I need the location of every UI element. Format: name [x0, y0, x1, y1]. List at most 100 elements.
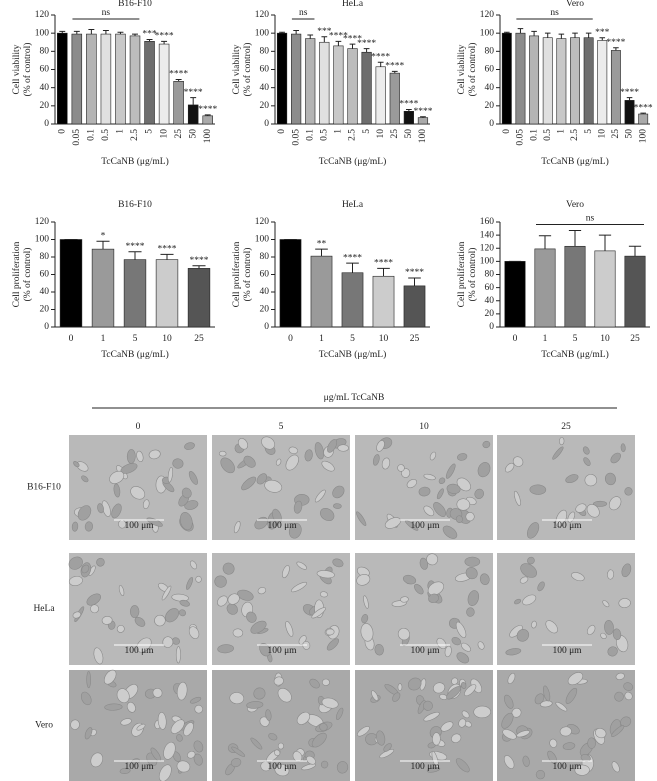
cell [309, 678, 320, 689]
cell [465, 567, 478, 580]
cell [582, 446, 590, 455]
y-tick-label: 60 [485, 283, 495, 293]
cell [604, 620, 614, 635]
error-bar [73, 30, 80, 35]
cell [460, 642, 471, 652]
cell [111, 503, 122, 519]
y-tick-label: 100 [35, 235, 50, 245]
cell [571, 572, 585, 582]
cell [392, 692, 401, 702]
error-bar [102, 29, 109, 35]
cell [101, 615, 113, 625]
y-tick-label: 0 [489, 322, 494, 332]
significance-label: **** [620, 88, 639, 98]
cell [259, 643, 271, 657]
cell [232, 628, 244, 638]
error-bar [538, 235, 552, 249]
cell [361, 614, 369, 624]
significance-label: **** [169, 70, 188, 80]
cell [406, 478, 417, 489]
bar [333, 45, 344, 125]
cell [535, 770, 546, 780]
error-bar [132, 33, 138, 36]
bar [187, 268, 211, 328]
bar [417, 117, 429, 125]
x-tick-label: 10 [376, 129, 386, 139]
error-bar [408, 277, 421, 286]
cell [502, 729, 517, 740]
cell [275, 458, 282, 466]
bar [347, 48, 358, 125]
bar [638, 113, 649, 125]
cell [357, 726, 370, 737]
cell [86, 593, 101, 606]
cell [565, 687, 578, 704]
cell [327, 439, 338, 453]
cell [296, 711, 311, 725]
cell [93, 647, 104, 665]
cell [301, 763, 316, 771]
cell [574, 764, 590, 776]
y-tick-label: 120 [255, 217, 270, 227]
cell [584, 474, 598, 487]
bar [144, 41, 155, 125]
x-tick-label: 5 [145, 129, 155, 134]
bar [57, 32, 68, 125]
cell [136, 723, 146, 731]
column-label: 25 [561, 422, 571, 432]
bracket-label: ns [299, 8, 308, 18]
cell [217, 595, 228, 607]
micrograph-bg [497, 435, 635, 540]
cell [559, 437, 565, 446]
scale-bar-label: 100 μm [267, 646, 297, 656]
cell [129, 605, 140, 618]
bar [341, 272, 364, 328]
chart-title: Vero [566, 200, 584, 210]
cell [592, 500, 608, 507]
y-tick-label: 80 [260, 252, 270, 262]
error-bar [391, 70, 398, 74]
cell [230, 758, 242, 768]
cell [282, 565, 290, 579]
bar [202, 115, 213, 125]
x-tick-label: 50 [625, 129, 635, 139]
cell [604, 472, 616, 486]
cell [501, 712, 514, 729]
cell [423, 711, 440, 722]
cell [607, 646, 618, 657]
cell [277, 687, 292, 703]
cell [460, 682, 467, 690]
cell [397, 464, 405, 472]
cell [520, 563, 537, 578]
error-bar [377, 61, 384, 67]
cell [260, 761, 271, 772]
micrograph: 100 μm [497, 435, 635, 540]
significance-label: **** [126, 242, 145, 252]
micrograph: 100 μm [497, 553, 635, 665]
error-bar [117, 31, 124, 35]
error-bar [161, 40, 168, 45]
cell [158, 764, 172, 781]
significance-label: **** [634, 103, 653, 113]
significance-label: **** [357, 39, 376, 49]
y-tick-label: 60 [40, 270, 50, 280]
bar [534, 248, 556, 328]
cell [514, 598, 522, 605]
error-bar [335, 40, 342, 46]
cell [433, 502, 447, 517]
error-bar [146, 39, 153, 42]
cell [165, 608, 180, 623]
error-bar [363, 48, 370, 53]
cell [222, 562, 235, 575]
y-tick-label: 40 [260, 83, 270, 93]
bar [115, 33, 126, 125]
y-axis-label: (% of control) [242, 248, 253, 302]
micrograph: 100 μm [69, 435, 207, 540]
scale-bar-label: 100 μm [552, 646, 582, 656]
error-bar [558, 33, 565, 39]
micrograph: 100 μm [355, 670, 493, 781]
cell [428, 593, 440, 603]
scale-bar-label: 100 μm [410, 646, 440, 656]
y-axis-label: Cell proliferation [456, 241, 467, 307]
cell [246, 611, 257, 623]
